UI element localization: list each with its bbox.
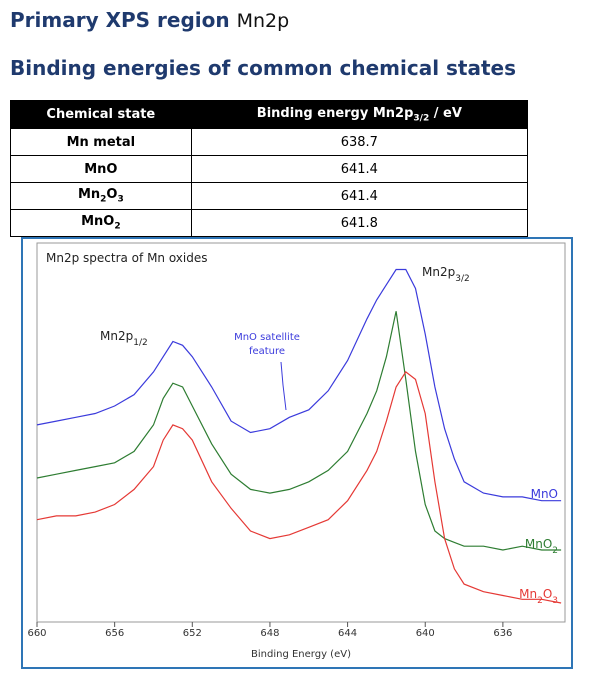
subtitle: Binding energies of common chemical stat… (10, 56, 516, 80)
state-cell: MnO (10, 155, 192, 183)
x-tick-label: 644 (338, 628, 357, 639)
text-part: 2 (100, 194, 107, 205)
text-part: MnO (531, 487, 558, 501)
text-part: O (106, 187, 118, 203)
series-label: Mn2O3 (519, 587, 558, 606)
text-part: 3 (117, 194, 124, 205)
annotation-line: feature (249, 346, 285, 357)
series-label: MnO2 (525, 537, 558, 556)
text-part: 2 (552, 546, 558, 556)
row: MnO2 641.8 (10, 209, 529, 237)
spectrum-line (36, 371, 562, 604)
table: Chemical state Binding energy Mn2p3/2 / e… (10, 100, 529, 237)
plot-area (36, 242, 566, 623)
text-part: MnO (84, 161, 118, 177)
x-tick-label: 652 (183, 628, 202, 639)
region: Mn2p (236, 10, 290, 32)
text-part: Chemical state (46, 107, 156, 122)
series-label: MnO (531, 487, 558, 501)
x-tick-label: 648 (260, 628, 279, 639)
annotation: Mn2p3/2 (422, 265, 470, 284)
text-part: Mn metal (66, 134, 136, 150)
x-tick-label: 656 (105, 628, 124, 639)
text-part: 1/2 (133, 338, 147, 348)
text-part: / eV (429, 105, 462, 121)
text-part: Binding energy Mn2p (256, 105, 414, 121)
energy-cell: 641.8 (190, 209, 529, 237)
text-part: Mn2p (100, 329, 133, 343)
x-tick-label: 640 (416, 628, 435, 639)
spectrum-line (36, 268, 562, 502)
x-tick-label: 636 (493, 628, 512, 639)
row: Mn metal 638.7 (10, 128, 529, 156)
spectrum-line (36, 311, 562, 551)
state-cell: Mn2O3 (10, 182, 192, 210)
annotation: Mn2p1/2 (100, 329, 148, 348)
state-cell: Mn metal (10, 128, 192, 156)
annotation-line: MnO satellite (234, 332, 300, 343)
text-part: 2 (537, 596, 543, 606)
text-part: O (543, 587, 552, 601)
text-part: 3 (552, 596, 558, 606)
text-part: 2 (114, 221, 121, 232)
chart-frame (21, 237, 573, 669)
x-tick-label: 660 (27, 628, 46, 639)
energy-cell: 638.7 (190, 128, 529, 156)
row: MnO 641.4 (10, 155, 529, 183)
title: Primary XPS region Mn2p (10, 8, 289, 32)
text-part: Mn (519, 587, 537, 601)
energy-cell: 641.4 (190, 155, 529, 183)
text-part: Mn (77, 187, 101, 203)
text-part: 3/2 (455, 274, 469, 284)
state-cell: MnO2 (10, 209, 192, 237)
title-text: Primary XPS region (10, 8, 230, 32)
header-cell: Binding energy Mn2p3/2 / eV (190, 100, 529, 129)
x-axis-label: Binding Energy (eV) (251, 649, 351, 660)
text-part: Mn2p (422, 265, 455, 279)
text-part: MnO (81, 214, 115, 230)
text-part: MnO (525, 537, 552, 551)
text-part: 3/2 (413, 113, 430, 124)
chart-title: Mn2p spectra of Mn oxides (46, 251, 208, 265)
annotation-pointer (280, 361, 287, 411)
